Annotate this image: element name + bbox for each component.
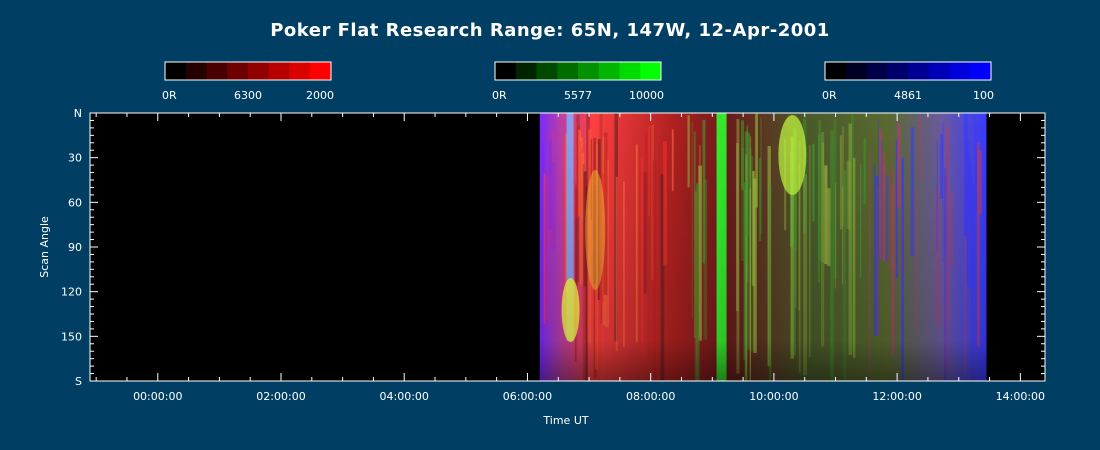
colorbar-frame xyxy=(494,61,662,81)
y-tick-label: 120 xyxy=(61,286,82,299)
colorbar-segment xyxy=(970,62,992,80)
colorbar-segment xyxy=(536,62,558,80)
colorbar-wavelength-label: 4861 xyxy=(894,89,922,102)
x-tick-label: 02:00:00 xyxy=(256,390,305,403)
y-tick-label: 30 xyxy=(68,152,82,165)
x-tick-label: 08:00:00 xyxy=(626,390,675,403)
colorbar-segment xyxy=(515,62,537,80)
x-tick-label: 14:00:00 xyxy=(996,390,1045,403)
aurora-data-region xyxy=(539,113,987,381)
colorbar-max-label: 2000 xyxy=(306,89,334,102)
aurora-shade xyxy=(539,113,987,381)
x-axis: 00:00:00 02:00:00 04:00:00 06:00:00 08:00:00… xyxy=(95,113,1045,403)
x-tick-label: 06:00:00 xyxy=(503,390,552,403)
colorbar-4861: 0R 4861 100 xyxy=(822,61,994,102)
colorbar-segment xyxy=(866,62,888,80)
colorbar-min-label: 0R xyxy=(822,89,837,102)
y-axis-label: Scan Angle xyxy=(38,216,51,278)
colorbar-max-label: 10000 xyxy=(629,89,664,102)
chart-title: Poker Flat Research Range: 65N, 147W, 12… xyxy=(270,20,830,41)
y-axis: N 30 60 90 120 150 S xyxy=(61,107,1045,388)
colorbar-segment xyxy=(289,62,311,80)
x-axis-label: Time UT xyxy=(542,414,588,427)
colorbar-segment xyxy=(949,62,971,80)
colorbar-segment xyxy=(825,62,847,80)
colorbar-segment xyxy=(248,62,270,80)
y-tick-label: 150 xyxy=(61,330,82,343)
x-tick-label: 04:00:00 xyxy=(380,390,429,403)
colorbar-min-label: 0R xyxy=(162,89,177,102)
colorbar-segment xyxy=(268,62,290,80)
colorbar-5577: 0R 5577 10000 xyxy=(492,61,664,102)
colorbars-group: 0R 6300 2000 0R 5577 10000 0R 4861 100 xyxy=(162,61,994,102)
colorbar-segment xyxy=(495,62,517,80)
colorbar-segment xyxy=(206,62,228,80)
x-tick-label: 00:00:00 xyxy=(133,390,182,403)
colorbar-wavelength-label: 6300 xyxy=(234,89,262,102)
colorbar-segment xyxy=(845,62,867,80)
y-tick-label: 60 xyxy=(68,196,82,209)
colorbar-segment xyxy=(310,62,332,80)
plot-area xyxy=(89,112,1046,382)
y-tick-label: 90 xyxy=(68,241,82,254)
colorbar-6300: 0R 6300 2000 xyxy=(162,61,334,102)
colorbar-segment xyxy=(557,62,579,80)
colorbar-segment xyxy=(908,62,930,80)
colorbar-segment xyxy=(887,62,909,80)
colorbar-segment xyxy=(578,62,600,80)
colorbar-segment xyxy=(640,62,662,80)
colorbar-wavelength-label: 5577 xyxy=(564,89,592,102)
colorbar-segment xyxy=(598,62,620,80)
colorbar-segment xyxy=(227,62,249,80)
colorbar-max-label: 100 xyxy=(973,89,994,102)
x-tick-label: 10:00:00 xyxy=(749,390,798,403)
colorbar-min-label: 0R xyxy=(492,89,507,102)
colorbar-segment xyxy=(619,62,641,80)
colorbar-frame xyxy=(824,61,992,81)
colorbar-segment xyxy=(928,62,950,80)
y-tick-label: S xyxy=(75,375,82,388)
colorbar-frame xyxy=(164,61,332,81)
colorbar-segment xyxy=(165,62,187,80)
x-tick-label: 12:00:00 xyxy=(872,390,921,403)
colorbar-segment xyxy=(185,62,207,80)
y-tick-label: N xyxy=(74,107,82,120)
